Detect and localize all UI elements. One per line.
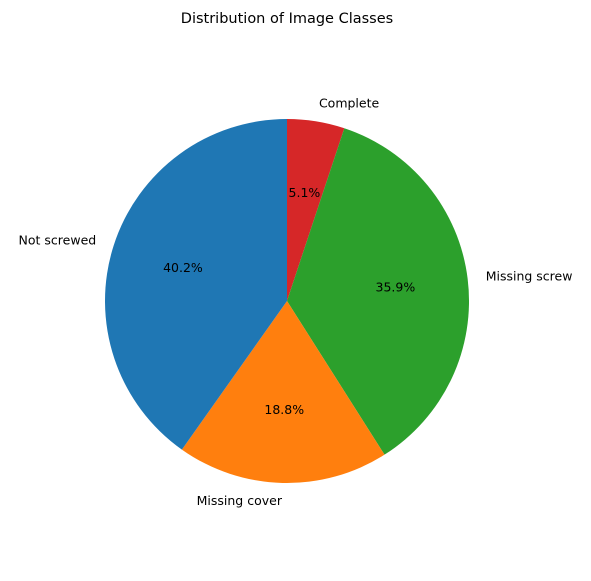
pie-labels: Complete 5.1% Missing screw 35.9% Missing co… xyxy=(19,95,573,508)
slice-percent-missing-screw: 35.9% xyxy=(376,280,416,295)
chart-title: Distribution of Image Classes xyxy=(181,11,393,27)
slice-label-missing-cover: Missing cover xyxy=(197,493,283,508)
pie-slice-missing-screw xyxy=(287,128,470,455)
slice-label-complete: Complete xyxy=(319,95,380,110)
slice-percent-not-screwed: 40.2% xyxy=(163,260,203,275)
pie-slices xyxy=(105,119,470,483)
slice-percent-missing-cover: 18.8% xyxy=(264,402,304,417)
slice-label-not-screwed: Not screwed xyxy=(19,232,97,247)
slice-label-missing-screw: Missing screw xyxy=(486,269,573,284)
slice-percent-complete: 5.1% xyxy=(289,185,321,200)
pie-slice-complete xyxy=(287,119,345,301)
pie-slice-missing-cover xyxy=(181,301,385,483)
pie-slice-not-screwed xyxy=(105,119,287,450)
